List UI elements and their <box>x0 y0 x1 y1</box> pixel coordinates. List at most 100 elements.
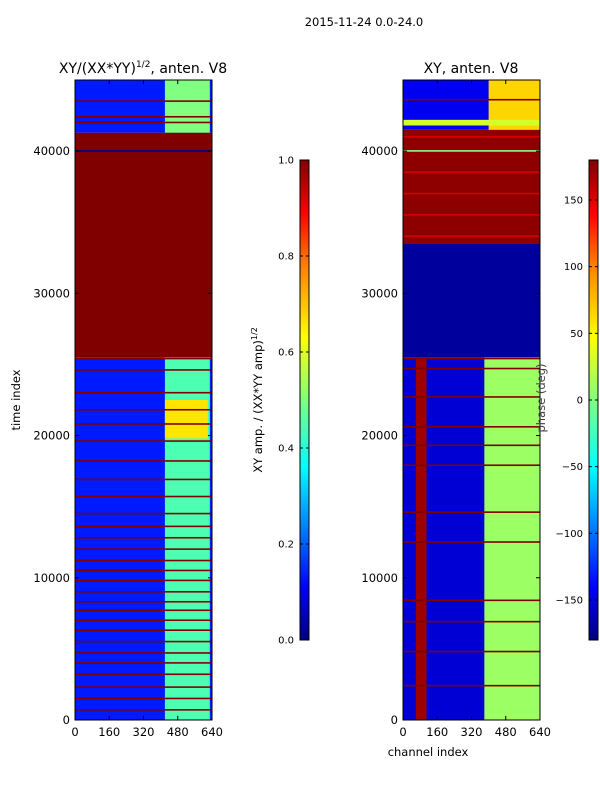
heatmap-row-line <box>75 357 212 360</box>
heatmap-row-line <box>403 367 540 370</box>
phase-heatmap <box>403 80 540 720</box>
y-tick-label: 40000 <box>361 144 398 158</box>
x-tick-label: 320 <box>133 725 155 739</box>
heatmap-row-line <box>75 569 212 572</box>
colorbar-tick-label: 150 <box>564 196 583 207</box>
heatmap-row-line <box>75 115 212 118</box>
y-tick-label: 30000 <box>361 286 398 300</box>
phase-colorbar: −150 −100 −50 0 50 100 150 <box>556 159 599 641</box>
heatmap-region <box>415 357 427 720</box>
heatmap-row-line <box>75 662 212 664</box>
amplitude-colorbar: 0.0 0.2 0.4 0.6 0.8 1.0 XY amp. / (XX*YY amp)… <box>250 156 310 647</box>
phase-colorbar-ticks: −150 −100 −50 0 50 100 150 <box>556 196 598 607</box>
heatmap-row-line <box>75 591 212 593</box>
heatmap-row-line <box>75 697 212 700</box>
heatmap-row-line <box>75 579 212 582</box>
phase-title: XY, anten. V8 <box>424 61 519 77</box>
phase-side-label: phase (deg) <box>534 363 548 432</box>
heatmap-row-line <box>75 495 212 498</box>
heatmap-row-line <box>75 673 212 676</box>
x-tick-label: 480 <box>495 725 517 739</box>
heatmap-row-line <box>75 150 212 152</box>
amplitude-colorbar-gradient <box>299 159 310 641</box>
heatmap-row-line <box>75 369 212 371</box>
heatmap-row-line <box>403 684 540 687</box>
y-tick-label: 10000 <box>361 571 398 585</box>
amplitude-ylabel: time index <box>9 369 23 430</box>
heatmap-row-line <box>75 408 212 411</box>
heatmap-row-line <box>75 609 212 612</box>
heatmap-row-line <box>75 709 212 711</box>
figure-suptitle: 2015-11-24 0.0-24.0 <box>305 15 424 29</box>
heatmap-region <box>164 80 210 133</box>
y-tick-label: 20000 <box>33 429 70 443</box>
heatmap-row-line <box>75 440 212 442</box>
heatmap-region <box>164 400 208 439</box>
heatmap-row-line <box>403 214 540 216</box>
y-tick-label: 20000 <box>361 429 398 443</box>
x-tick-label: 320 <box>461 725 483 739</box>
x-tick-label: 640 <box>201 725 223 739</box>
heatmap-region <box>75 132 212 358</box>
heatmap-row-line <box>403 235 540 238</box>
heatmap-row-line <box>403 511 540 513</box>
amplitude-ticks: 0 160 320 480 640 0 10000 20000 30000 40000 <box>33 80 223 739</box>
x-tick-label: 160 <box>426 725 448 739</box>
heatmap-row-line <box>75 460 212 462</box>
heatmap-region <box>403 243 540 358</box>
heatmap-row-line <box>75 619 212 622</box>
amplitude-colorbar-label-exponent: 1/2 <box>250 327 259 340</box>
heatmap-row-line <box>403 650 540 653</box>
heatmap-row-line <box>75 629 212 631</box>
heatmap-row-line <box>75 100 212 102</box>
heatmap-row-line <box>403 150 540 152</box>
heatmap-row-line <box>403 357 540 360</box>
amplitude-title-main: XY/(XX*YY) <box>59 61 136 77</box>
colorbar-tick-label: −50 <box>562 462 583 473</box>
heatmap-row-line <box>403 396 540 398</box>
y-tick-label: 30000 <box>33 286 70 300</box>
heatmap-row-line <box>75 121 212 124</box>
colorbar-tick-label: 0.8 <box>278 252 294 263</box>
phase-xlabel: channel index <box>388 745 469 759</box>
heatmap-row-line <box>403 171 540 174</box>
amplitude-panel: XY/(XX*YY)1/2, anten. V8 0 160 320 480 640 0 1… <box>9 60 227 739</box>
phase-ticks: 0 160 320 480 640 0 10000 20000 30000 40000 <box>361 80 551 739</box>
heatmap-row-line <box>75 525 212 528</box>
amplitude-colorbar-label-main: XY amp. / (XX*YY amp) <box>251 340 265 473</box>
colorbar-tick-label: −100 <box>556 529 583 540</box>
y-tick-label: 40000 <box>33 144 70 158</box>
heatmap-row-line <box>75 640 212 643</box>
x-tick-label: 640 <box>529 725 551 739</box>
colorbar-tick-label: −150 <box>556 596 583 607</box>
heatmap-row-line <box>75 478 212 481</box>
heatmap-row-line <box>403 599 540 602</box>
heatmap-row-line <box>75 600 212 603</box>
heatmap-row-line <box>75 686 212 688</box>
y-tick-label: 10000 <box>33 571 70 585</box>
heatmap-row-line <box>403 135 540 138</box>
heatmap-row-line <box>75 512 212 515</box>
colorbar-tick-label: 0 <box>577 396 583 407</box>
heatmap-region <box>403 129 540 244</box>
heatmap-region <box>484 357 540 720</box>
heatmap-row-line <box>75 559 212 562</box>
heatmap-row-line <box>403 444 540 447</box>
amplitude-colorbar-label: XY amp. / (XX*YY amp)1/2 <box>250 327 265 473</box>
heatmap-row-line <box>403 426 540 428</box>
x-tick-label: 0 <box>399 725 406 739</box>
heatmap-row-line <box>403 192 540 195</box>
colorbar-tick-label: 0.4 <box>278 444 294 455</box>
heatmap-region <box>403 119 540 126</box>
amplitude-heatmap <box>75 80 212 720</box>
heatmap-row-line <box>403 464 540 467</box>
heatmap-row-line <box>75 548 212 550</box>
amplitude-title-exponent: 1/2 <box>136 60 150 70</box>
heatmap-row-line <box>75 423 212 425</box>
amplitude-title: XY/(XX*YY)1/2, anten. V8 <box>59 60 227 77</box>
x-tick-label: 0 <box>71 725 78 739</box>
amplitude-title-suffix: , anten. V8 <box>150 61 227 77</box>
colorbar-tick-label: 0.6 <box>278 348 294 359</box>
heatmap-row-line <box>75 652 212 654</box>
